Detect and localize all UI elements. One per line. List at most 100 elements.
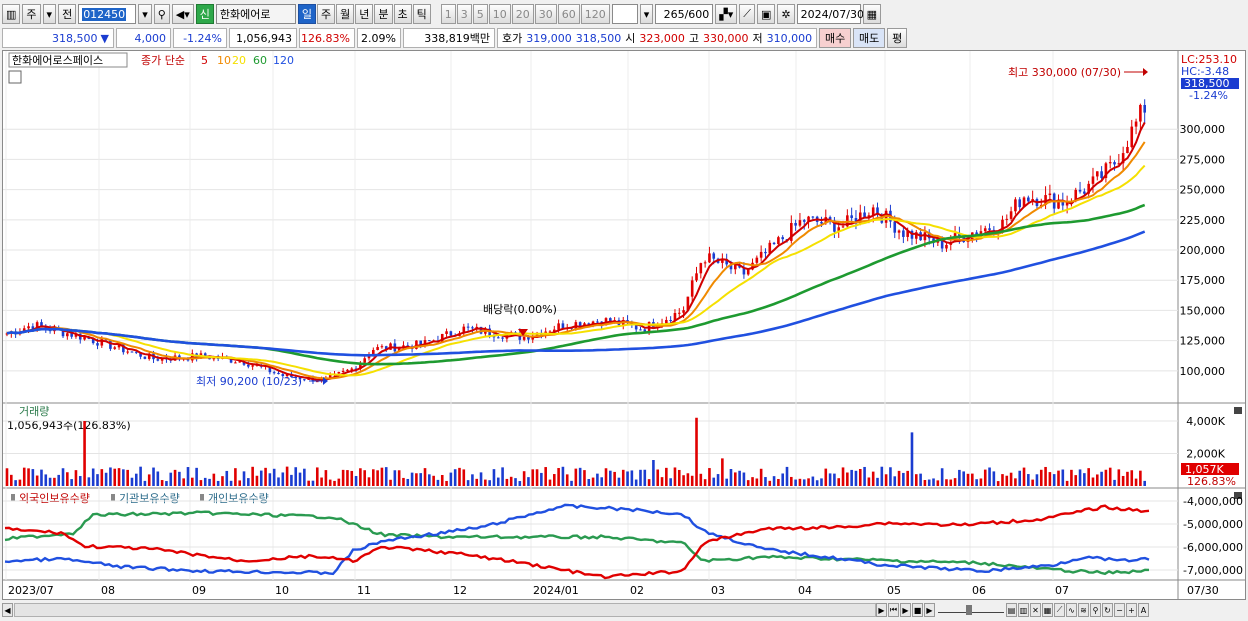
legend-series-label: 종가 단순 (141, 54, 185, 67)
sell-button[interactable]: 매도 (853, 28, 886, 48)
volume-bar (173, 469, 177, 486)
volume-bar (552, 474, 556, 486)
interval-button[interactable]: 3 (456, 4, 472, 24)
line-tool-icon[interactable]: ⟋ (1054, 603, 1065, 617)
zoom-icon[interactable]: ⚲ (1090, 603, 1101, 617)
period-tab[interactable]: 틱 (412, 4, 431, 24)
scroll-right-icon[interactable]: ▶ (876, 603, 887, 617)
stop-icon[interactable]: ■ (912, 603, 923, 617)
holdings-legend-swatch (200, 494, 204, 501)
period-tab[interactable]: 월 (336, 4, 355, 24)
scroll-left-icon[interactable]: ◀ (2, 603, 13, 617)
font-icon[interactable]: A (1138, 603, 1149, 617)
period-tab[interactable]: 분 (374, 4, 393, 24)
interval-button[interactable]: 1 (440, 4, 456, 24)
average-button[interactable]: 평 (887, 28, 908, 48)
mode-stock-button[interactable]: 주 (22, 4, 41, 24)
volume-bar (518, 481, 522, 486)
cross-icon[interactable]: ✕ (1030, 603, 1041, 617)
period-tab[interactable]: 일 (297, 4, 317, 24)
window-menu-icon[interactable]: ▥ (2, 4, 21, 24)
code-dropdown-icon[interactable]: ▾ (138, 4, 152, 24)
candle-body (699, 263, 703, 274)
first-page-icon[interactable]: ⏮ (888, 603, 899, 617)
volume-bar (712, 477, 716, 486)
view-icon-2[interactable]: ▥ (1018, 603, 1029, 617)
volume-bar (328, 479, 332, 486)
next-page-icon[interactable]: ▶ (900, 603, 911, 617)
draw-tool-icon[interactable]: ⟋ (739, 4, 755, 24)
mode-dropdown-icon[interactable]: ▾ (42, 4, 57, 24)
interval-button[interactable]: 60 (557, 4, 580, 24)
volume-bar (988, 467, 991, 486)
interval-button[interactable]: 120 (580, 4, 610, 24)
open-price: 323,000 (639, 31, 685, 45)
volume-bar (66, 472, 69, 486)
interval-button[interactable]: 10 (488, 4, 511, 24)
interval-dropdown-icon[interactable]: ▾ (639, 4, 654, 24)
period-tab[interactable]: 초 (393, 4, 412, 24)
volume-bar (320, 477, 323, 486)
period-tab[interactable]: 주 (317, 4, 336, 24)
fibo-icon[interactable]: ≋ (1078, 603, 1089, 617)
custom-interval-input[interactable] (611, 4, 638, 24)
search-icon[interactable]: ⚲ (153, 4, 170, 24)
stock-code-input[interactable]: 012450 (78, 4, 137, 24)
new-badge[interactable]: 신 (195, 4, 214, 24)
volume-bar (910, 432, 914, 486)
speaker-icon[interactable]: ◀▾ (171, 4, 194, 24)
grid-icon[interactable]: ▦ (1042, 603, 1053, 617)
hc-label: HC:-3.48 (1181, 65, 1229, 78)
candle-body (285, 373, 289, 377)
volume-bar (350, 470, 354, 486)
candle-body (277, 372, 280, 375)
volume-bar (665, 467, 668, 486)
minus-icon[interactable]: − (1114, 603, 1125, 617)
candle-body (178, 355, 181, 359)
volume-bar (402, 477, 405, 486)
volume-bar (268, 473, 272, 486)
candle-body (242, 361, 246, 365)
view-icon-1[interactable]: ▤ (1006, 603, 1017, 617)
volume-bar (557, 468, 560, 486)
volume-bar (259, 470, 263, 486)
candle-body (1057, 200, 1060, 209)
candle-body (367, 355, 371, 359)
wave-icon[interactable]: ∿ (1066, 603, 1077, 617)
save-icon[interactable]: ▣ (756, 4, 776, 24)
gear-icon[interactable]: ✲ (777, 4, 795, 24)
calendar-icon[interactable]: ▦ (862, 4, 882, 24)
refresh-icon[interactable]: ↻ (1102, 603, 1113, 617)
high-price: 330,000 (703, 31, 749, 45)
buy-button[interactable]: 매수 (819, 28, 852, 48)
stock-chart-svg[interactable]: 300,000 275,000 250,000 225,000 200,000 175,0… (3, 51, 1245, 599)
volume-bar (48, 477, 52, 486)
play-icon[interactable]: ▶ (924, 603, 935, 617)
zoom-slider[interactable] (936, 603, 1006, 617)
volume-bar (759, 468, 763, 486)
interval-button[interactable]: 5 (472, 4, 488, 24)
period-tab[interactable]: 년 (355, 4, 374, 24)
interval-button[interactable]: 20 (511, 4, 534, 24)
volume-bar (703, 479, 707, 486)
candle-body (983, 228, 987, 232)
volume-bar (781, 473, 784, 486)
volume-bar (996, 481, 1000, 486)
chart-area[interactable]: 300,000 275,000 250,000 225,000 200,000 175,0… (2, 50, 1246, 600)
mode-prev-button[interactable]: 전 (58, 4, 77, 24)
date-field[interactable]: 2024/07/30 (796, 4, 864, 24)
quote-info-bar: 318,500 ▼ 4,000 -1.24% 1,056,943 126.83% … (0, 27, 1248, 49)
volume-bar (949, 479, 953, 486)
volume-bar (932, 478, 935, 486)
volume-bar (234, 468, 237, 486)
candle-body (1126, 146, 1129, 154)
volume-bar (53, 477, 56, 486)
volume-bar (854, 470, 858, 486)
count-field[interactable]: 265/600 (655, 4, 714, 24)
candle-type-icon[interactable]: ▞▾ (715, 4, 738, 24)
horizontal-scrollbar[interactable] (14, 603, 876, 617)
volume-bar (471, 474, 474, 486)
interval-button[interactable]: 30 (534, 4, 557, 24)
candle-body (669, 320, 672, 322)
plus-icon[interactable]: + (1126, 603, 1137, 617)
